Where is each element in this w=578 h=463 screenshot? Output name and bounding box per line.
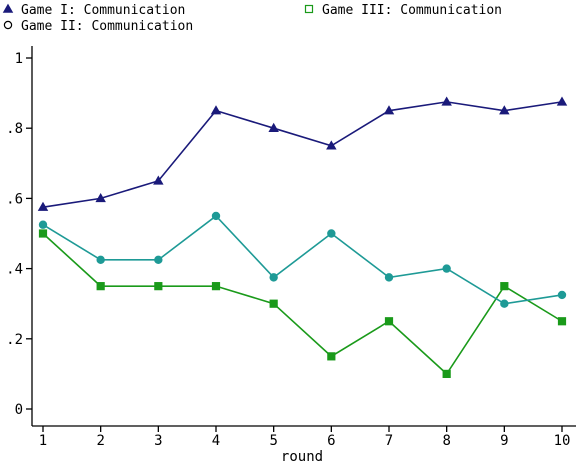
- data-point-series-2: [269, 273, 278, 282]
- data-point-series-1: [37, 201, 49, 211]
- y-tick-label: .6: [6, 191, 23, 207]
- data-point-series-2: [442, 264, 451, 273]
- y-tick-label: .8: [6, 121, 23, 137]
- data-point-series-3: [557, 317, 567, 326]
- data-point-series-3: [154, 282, 163, 291]
- legend-marker-3-icon: [304, 4, 314, 14]
- x-tick-label: 4: [212, 433, 220, 449]
- data-point-series-3: [96, 282, 105, 291]
- y-tick-label: .2: [6, 332, 23, 348]
- data-point-series-3: [211, 282, 221, 291]
- data-point-series-2: [384, 273, 394, 282]
- data-point-series-1: [556, 96, 568, 106]
- x-tick-label: 5: [269, 433, 277, 449]
- data-point-series-2: [557, 290, 567, 300]
- data-point-series-3: [327, 352, 336, 361]
- x-tick-label: 8: [442, 433, 450, 449]
- legend-label: Game III: Communication: [322, 3, 502, 18]
- data-point-series-1: [499, 105, 510, 115]
- x-tick-label: 2: [96, 433, 104, 449]
- legend-marker-2-icon: [3, 20, 13, 30]
- y-tick-label: .4: [6, 262, 23, 278]
- x-axis: 1 2 3 4 5 6 7 8 9 10: [32, 425, 576, 449]
- data-point-series-1: [210, 105, 222, 115]
- legend-item-1: Game I: Communication: [2, 3, 185, 18]
- x-tick-label: 1: [39, 433, 47, 449]
- data-point-series-2: [211, 211, 221, 221]
- y-tick-label: 1: [15, 51, 23, 67]
- series-line-1: [42, 101, 563, 208]
- y-axis: 0 .2 .4 .6 .8 1: [6, 46, 33, 426]
- x-tick-label: 6: [327, 433, 335, 449]
- data-point-series-1: [268, 122, 279, 132]
- y-tick-label: 0: [15, 402, 23, 418]
- legend-label: Game II: Communication: [21, 19, 193, 34]
- data-point-series-1: [95, 192, 106, 203]
- x-tick-label: 7: [385, 433, 393, 449]
- data-point-series-3: [269, 299, 278, 308]
- data-point-series-2: [154, 255, 163, 265]
- legend-marker-1-icon: [2, 3, 14, 13]
- series-line-3: [42, 232, 563, 376]
- data-point-series-3: [442, 369, 451, 378]
- data-point-series-1: [383, 105, 395, 115]
- data-point-series-1: [441, 96, 452, 106]
- legend-label: Game I: Communication: [21, 3, 185, 18]
- data-point-series-2: [38, 220, 48, 229]
- legend-item-2: Game II: Communication: [3, 19, 193, 34]
- data-point-series-2: [500, 299, 509, 308]
- data-point-series-3: [38, 229, 48, 238]
- plot-markers: [37, 96, 568, 378]
- plot-lines: [42, 101, 563, 376]
- series-line-2: [42, 214, 563, 305]
- legend-item-3: Game III: Communication: [304, 3, 502, 18]
- data-point-series-3: [500, 282, 509, 291]
- x-tick-label: 10: [554, 433, 571, 449]
- x-axis-title: round: [281, 449, 323, 463]
- data-point-series-1: [153, 175, 164, 185]
- x-tick-label: 9: [500, 433, 508, 449]
- data-point-series-2: [96, 255, 105, 265]
- x-tick-label: 3: [154, 433, 162, 449]
- data-point-series-2: [327, 229, 336, 238]
- data-point-series-1: [326, 140, 337, 150]
- data-point-series-3: [384, 317, 394, 326]
